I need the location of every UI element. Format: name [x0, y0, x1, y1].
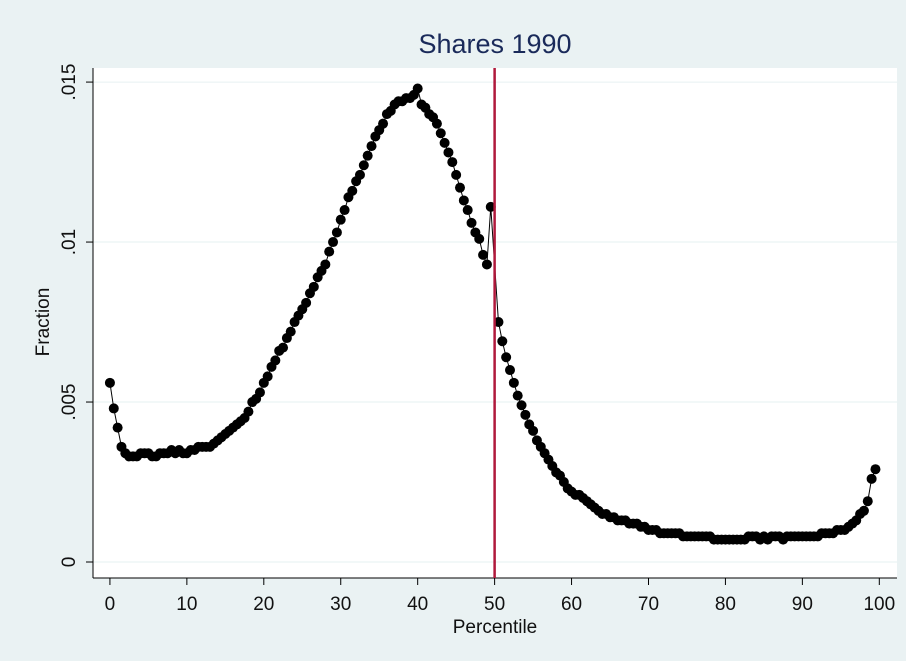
x-tick-label: 10	[176, 594, 197, 615]
data-point	[512, 390, 523, 401]
y-tick-label: 0	[59, 557, 80, 568]
data-point	[112, 422, 123, 433]
y-tick-label: .015	[59, 64, 80, 101]
data-point	[347, 185, 358, 196]
data-point	[508, 377, 519, 388]
x-tick-label: 90	[792, 594, 813, 615]
data-point	[270, 355, 281, 366]
data-point	[108, 403, 119, 414]
data-point	[485, 201, 496, 212]
data-point	[308, 281, 319, 292]
x-axis-title: Percentile	[453, 617, 538, 638]
data-point	[497, 336, 508, 347]
data-point	[474, 233, 485, 244]
data-point	[858, 505, 869, 516]
x-tick-label: 40	[407, 594, 428, 615]
data-point	[412, 83, 423, 94]
data-point	[866, 473, 877, 484]
data-point	[528, 425, 539, 436]
x-tick-label: 70	[638, 594, 659, 615]
x-tick-label: 80	[715, 594, 736, 615]
data-point	[431, 118, 442, 129]
data-point	[328, 237, 339, 248]
x-tick-label: 50	[484, 594, 505, 615]
data-point	[243, 406, 254, 417]
data-point	[278, 342, 289, 353]
data-point	[362, 150, 373, 161]
data-point	[454, 182, 465, 193]
data-point	[443, 147, 454, 158]
data-point	[501, 352, 512, 363]
data-point	[366, 141, 377, 152]
data-point	[285, 326, 296, 337]
y-axis-title: Fraction	[33, 288, 54, 357]
data-point	[505, 365, 516, 376]
data-point	[335, 214, 346, 225]
data-point	[435, 128, 446, 139]
data-point	[520, 409, 531, 420]
data-point	[104, 377, 115, 388]
data-point	[870, 464, 881, 475]
data-point	[354, 169, 365, 180]
x-tick-label: 30	[330, 594, 351, 615]
data-point	[462, 205, 473, 216]
y-tick-label: .005	[59, 384, 80, 421]
chart-title: Shares 1990	[418, 29, 571, 59]
data-point	[478, 249, 489, 260]
data-point	[358, 160, 369, 171]
x-tick-label: 20	[253, 594, 274, 615]
data-point	[458, 195, 469, 206]
data-point	[466, 217, 477, 228]
data-point	[439, 137, 450, 148]
data-point	[301, 297, 312, 308]
data-point	[324, 246, 335, 257]
y-tick-label: .01	[59, 229, 80, 255]
data-point	[339, 205, 350, 216]
data-point	[493, 317, 504, 328]
data-point	[262, 371, 273, 382]
data-point	[447, 157, 458, 168]
x-tick-label: 100	[863, 594, 895, 615]
data-point	[481, 259, 492, 270]
data-point	[320, 259, 331, 270]
data-point	[378, 118, 389, 129]
data-point	[516, 400, 527, 411]
data-point	[254, 387, 265, 398]
data-point	[862, 496, 873, 507]
data-point	[451, 169, 462, 180]
data-point	[331, 227, 342, 238]
x-tick-label: 60	[561, 594, 582, 615]
x-tick-label: 0	[105, 594, 116, 615]
